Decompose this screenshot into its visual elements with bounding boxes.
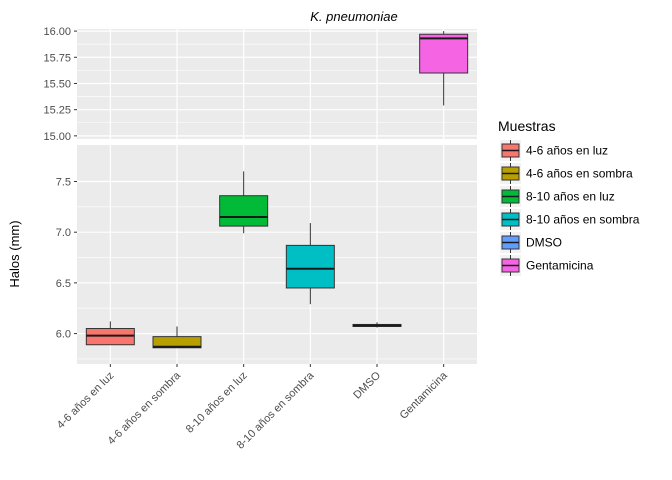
legend-item-2: 8-10 años en luz bbox=[500, 186, 615, 207]
y-tick-label: 16.00 bbox=[43, 26, 71, 38]
x-tick-label: 4-6 años en luz bbox=[55, 370, 117, 432]
y-tick-label: 6.0 bbox=[56, 329, 71, 341]
legend-title: Muestras bbox=[498, 118, 556, 134]
panel-upper: 15.00 15.25 15.50 15.75 16.00 bbox=[43, 26, 477, 143]
x-tick-label: 8-10 años en luz bbox=[184, 370, 250, 436]
legend-item-4: DMSO bbox=[500, 232, 562, 253]
x-tick-label: DMSO bbox=[351, 369, 383, 401]
x-tick-label: 4-6 años en sombra bbox=[105, 369, 183, 447]
legend-items: 4-6 años en luz 4-6 años en sombra 8-10 añ… bbox=[500, 140, 640, 276]
box-body bbox=[285, 244, 335, 289]
box-2 bbox=[219, 171, 269, 234]
box-5 bbox=[419, 31, 469, 106]
x-tick-label: Gentamicina bbox=[398, 369, 451, 422]
box-3 bbox=[285, 223, 335, 305]
box-1 bbox=[152, 326, 202, 349]
legend-label: Gentamicina bbox=[526, 259, 594, 273]
box-body bbox=[85, 328, 135, 346]
legend-label: DMSO bbox=[526, 236, 562, 250]
legend-label: 8-10 años en sombra bbox=[526, 213, 640, 227]
legend-item-5: Gentamicina bbox=[500, 255, 594, 276]
legend-label: 8-10 años en luz bbox=[526, 190, 615, 204]
box-4 bbox=[352, 322, 402, 328]
legend-label: 4-6 años en sombra bbox=[526, 167, 633, 181]
y-tick-label: 15.50 bbox=[43, 78, 71, 90]
y-tick-label: 15.25 bbox=[43, 105, 71, 117]
legend-item-3: 8-10 años en sombra bbox=[500, 209, 640, 230]
box-body bbox=[152, 336, 202, 349]
panel-lower: 6.0 6.5 7.0 7.5 bbox=[56, 145, 477, 364]
y-tick-label: 6.5 bbox=[56, 278, 71, 290]
box-body bbox=[219, 195, 269, 227]
y-tick-label: 15.75 bbox=[43, 52, 71, 64]
legend: Muestras 4-6 años en luz 4-6 años en somb… bbox=[498, 118, 640, 276]
x-tick-label: 8-10 años en sombra bbox=[234, 369, 317, 452]
legend-label: 4-6 años en luz bbox=[526, 144, 608, 158]
y-tick-label: 7.5 bbox=[56, 177, 71, 189]
panel-background bbox=[77, 145, 477, 364]
legend-item-1: 4-6 años en sombra bbox=[500, 163, 633, 184]
legend-item-0: 4-6 años en luz bbox=[500, 140, 608, 161]
box-body bbox=[419, 33, 469, 74]
y-axis-title: Halos (mm) bbox=[7, 220, 22, 287]
y-tick-label: 15.00 bbox=[43, 131, 71, 143]
chart-title: K. pneumoniae bbox=[310, 9, 397, 24]
box-0 bbox=[85, 321, 135, 346]
plot-panels: 15.00 15.25 15.50 15.75 16.00 6.0 6.5 7.0 7.5 bbox=[43, 26, 477, 364]
box-plots bbox=[85, 31, 469, 349]
y-tick-label: 7.0 bbox=[56, 227, 71, 239]
